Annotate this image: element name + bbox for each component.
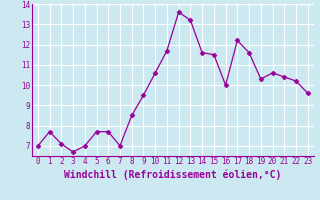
X-axis label: Windchill (Refroidissement éolien,°C): Windchill (Refroidissement éolien,°C) <box>64 169 282 180</box>
